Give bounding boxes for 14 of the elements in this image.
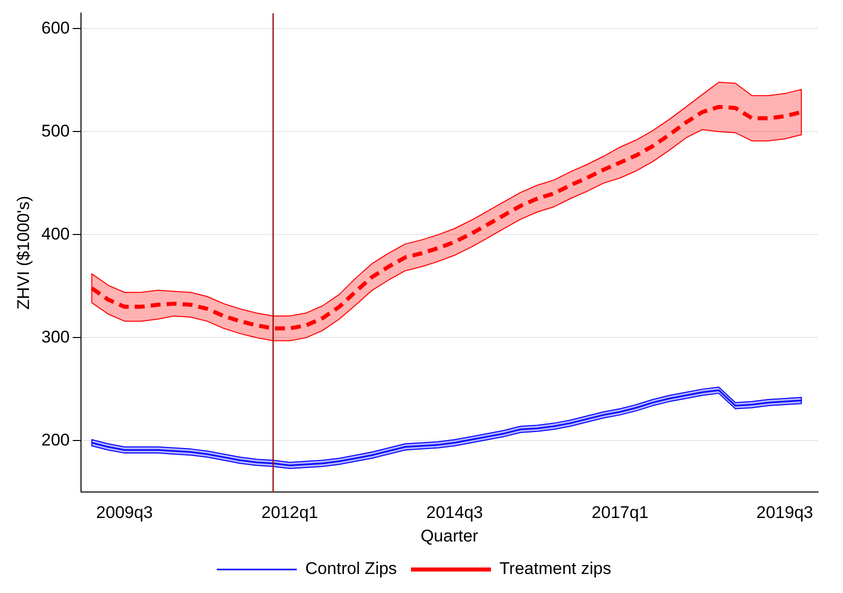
- legend-label: Control Zips: [305, 559, 397, 578]
- y-tick-label: 400: [41, 224, 70, 244]
- y-tick-label: 200: [41, 430, 70, 450]
- x-tick-label: 2009q3: [96, 503, 153, 522]
- x-axis-title: Quarter: [420, 526, 479, 546]
- x-tick-label: 2012q1: [261, 503, 318, 522]
- x-tick-label: 2014q3: [426, 503, 483, 522]
- y-axis-title: ZHVI ($1000's): [14, 196, 33, 310]
- y-tick-label: 500: [41, 121, 70, 140]
- y-tick-label: 600: [41, 18, 70, 38]
- x-tick-label: 2019q3: [756, 503, 814, 522]
- legend-label: Treatment zips: [499, 559, 612, 578]
- y-tick-label: 300: [41, 327, 70, 346]
- x-tick-label: 2017q1: [592, 503, 648, 522]
